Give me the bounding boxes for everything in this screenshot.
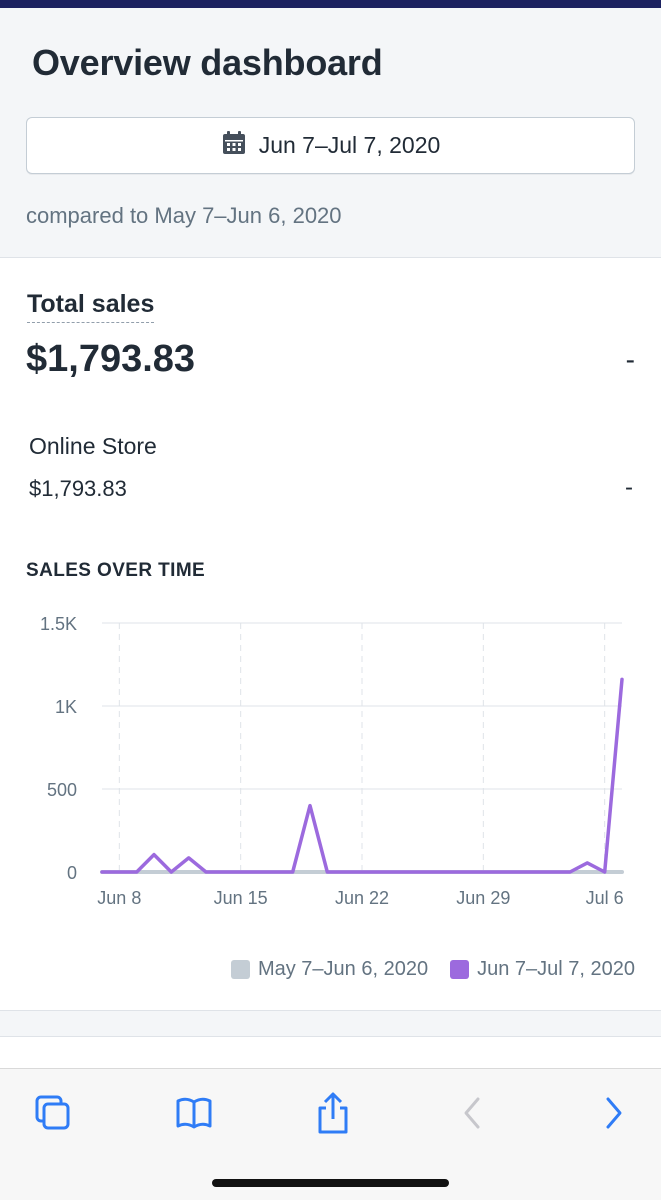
x-tick-label: Jun 8 [97,888,141,908]
chart-grid [102,622,622,873]
total-sales-label[interactable]: Total sales [27,290,155,323]
legend-label-current: Jun 7–Jul 7, 2020 [477,958,635,980]
total-sales-card: Total sales $1,793.83 - Online Store $1,… [0,257,661,1011]
online-store-change: - [625,474,633,501]
x-tick-label: Jun 22 [335,888,389,908]
chart-title: SALES OVER TIME [26,560,206,581]
top-status-bar [0,0,661,8]
legend-label-previous: May 7–Jun 6, 2020 [257,958,429,980]
page-title: Overview dashboard [32,42,383,83]
back-arrow-icon[interactable] [451,1091,495,1135]
date-range-button[interactable]: Jun 7–Jul 7, 2020 [26,117,635,174]
share-icon[interactable] [311,1091,355,1135]
calendar-icon [221,130,247,161]
chart-series [100,677,624,874]
y-tick-label: 1K [55,697,77,717]
x-tick-label: Jul 6 [586,888,624,908]
legend-item-current[interactable]: Jun 7–Jul 7, 2020 [450,958,635,981]
online-store-label: Online Store [29,433,157,459]
series-line-current [100,677,624,874]
total-sales-value: $1,793.83 [26,338,196,380]
home-indicator[interactable] [212,1179,449,1187]
sales-over-time-chart: 0 500 1K 1.5K Jun 8 Jun 15 Jun 22 Jun 29 Jul 6 [40,614,624,908]
legend-item-previous[interactable]: May 7–Jun 6, 2020 [230,958,429,981]
chart-legend: May 7–Jun 6, 2020 Jun 7–Jul 7, 2020 [230,958,635,981]
date-range-label: Jun 7–Jul 7, 2020 [258,132,441,158]
comparison-text: compared to May 7–Jun 6, 2020 [26,203,342,228]
browser-toolbar [0,1068,661,1200]
y-tick-label: 0 [67,863,77,883]
total-sales-change: - [625,344,635,375]
y-tick-label: 1.5K [40,614,77,634]
x-tick-label: Jun 15 [214,888,268,908]
legend-swatch-previous [230,960,250,979]
tabs-icon[interactable] [31,1091,75,1135]
online-store-value: $1,793.83 [29,476,127,501]
y-tick-label: 500 [47,780,77,800]
chart-axes: 0 500 1K 1.5K Jun 8 Jun 15 Jun 22 Jun 29 Jul 6 [40,614,624,908]
legend-swatch-current [450,960,470,979]
bookmarks-icon[interactable] [172,1091,216,1135]
forward-arrow-icon[interactable] [591,1091,635,1135]
x-tick-label: Jun 29 [456,888,510,908]
